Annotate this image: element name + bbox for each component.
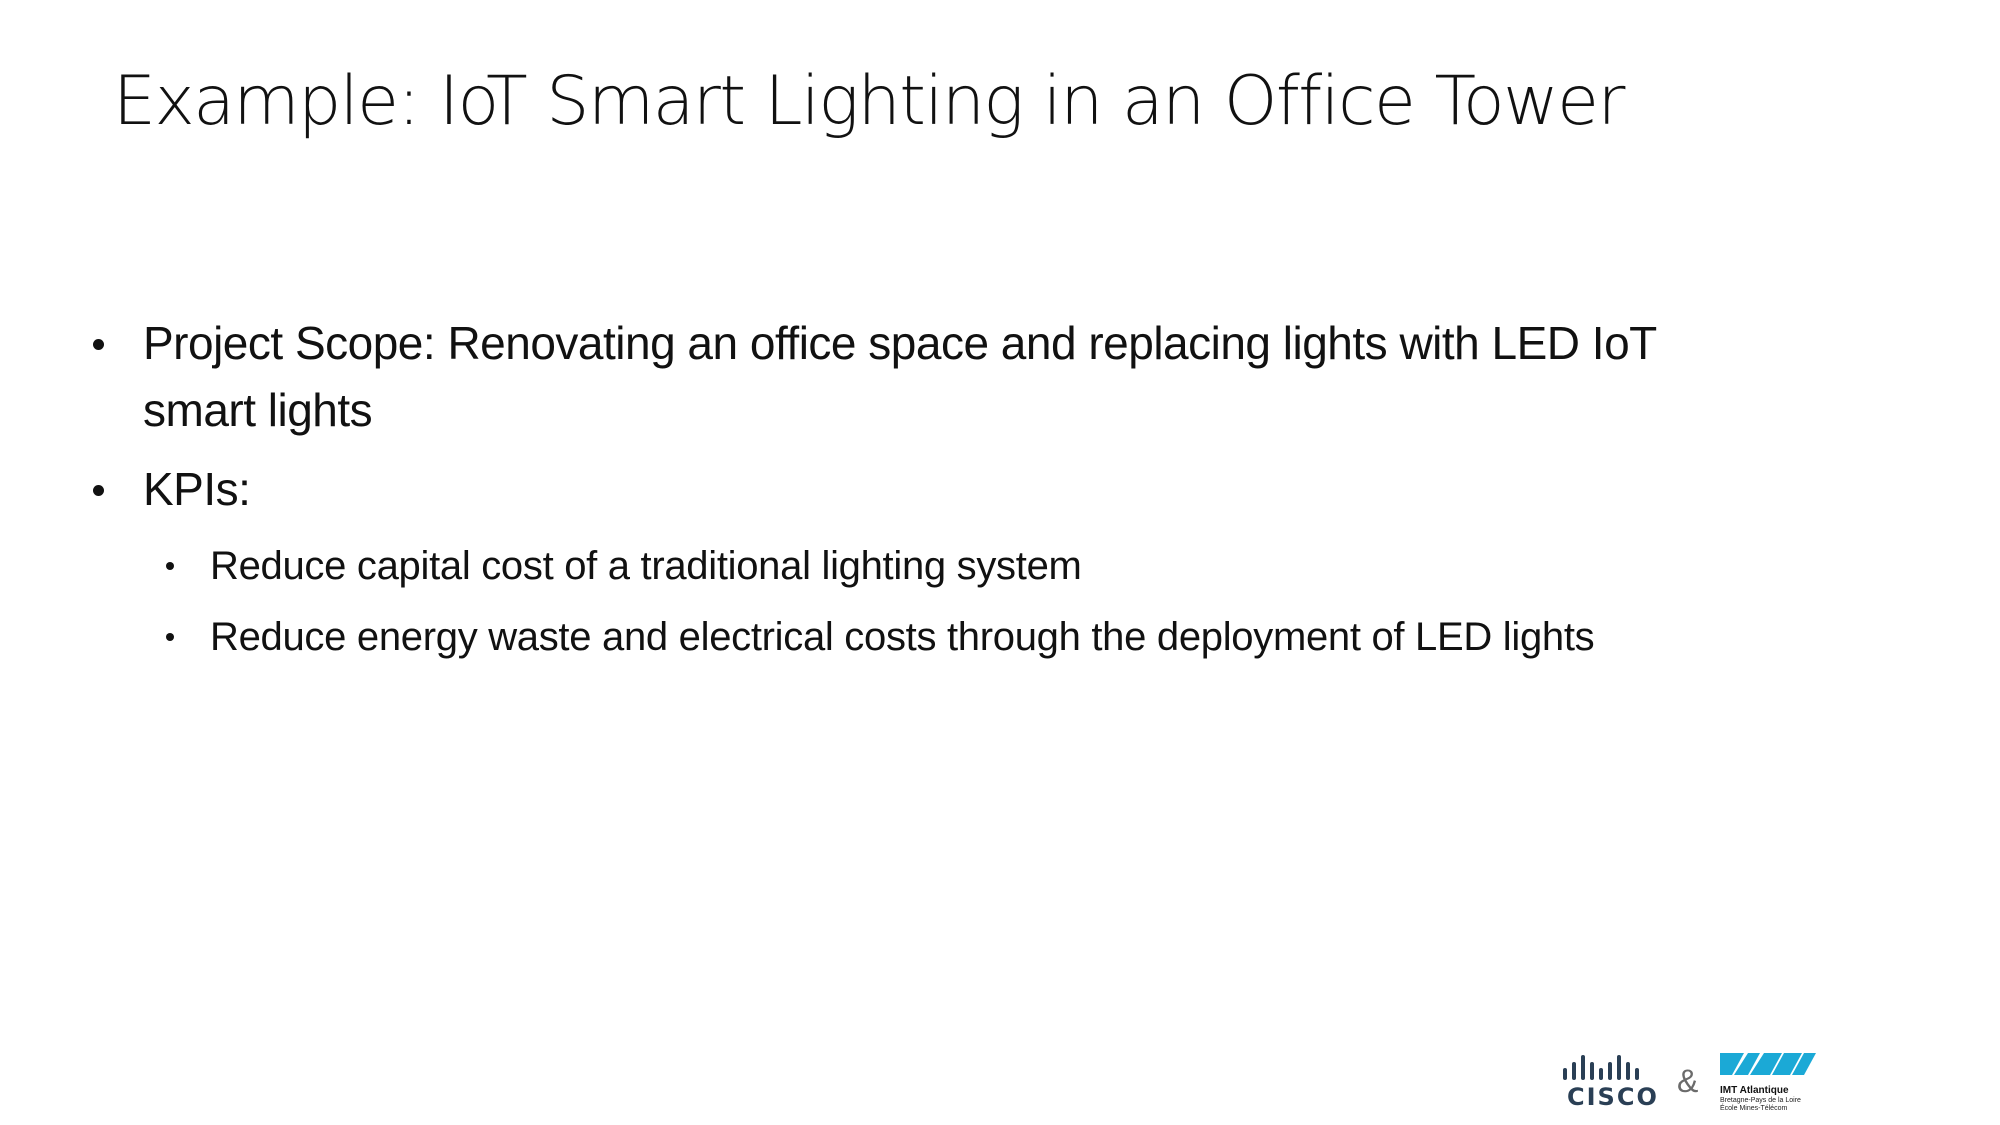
bullet-dot-icon	[166, 633, 174, 641]
bullet-project-scope: Project Scope: Renovating an office spac…	[93, 310, 1703, 444]
cisco-wordmark: CISCO	[1567, 1083, 1659, 1111]
sub-bullet-capital-cost: Reduce capital cost of a traditional lig…	[166, 535, 1660, 597]
imt-name: IMT Atlantique	[1720, 1085, 1789, 1096]
bullet-text: KPIs:	[143, 463, 251, 515]
sub-bullet-energy-waste: Reduce energy waste and electrical costs…	[166, 606, 1660, 668]
sub-bullet-text: Reduce capital cost of a traditional lig…	[210, 544, 1082, 588]
cisco-logo-icon	[1563, 1055, 1639, 1080]
bullet-kpis: KPIs:	[93, 456, 1703, 523]
imt-subtitle: École Mines-Télécom	[1720, 1105, 1788, 1112]
ampersand: &	[1677, 1063, 1699, 1099]
bullet-dot-icon	[93, 485, 104, 496]
bullet-text: Project Scope: Renovating an office spac…	[143, 317, 1656, 436]
sub-bullet-text: Reduce energy waste and electrical costs…	[210, 615, 1595, 659]
slide-title: Example: IoT Smart Lighting in an Office…	[113, 62, 1625, 141]
imt-atlantique-logo-icon	[1720, 1053, 1816, 1075]
footer-logos: CISCO & IMT Atlantique Bretagne-Pays de …	[1560, 1053, 1830, 1113]
bullet-dot-icon	[166, 562, 174, 570]
bullet-dot-icon	[93, 339, 104, 350]
imt-subtitle: Bretagne-Pays de la Loire	[1720, 1097, 1801, 1104]
